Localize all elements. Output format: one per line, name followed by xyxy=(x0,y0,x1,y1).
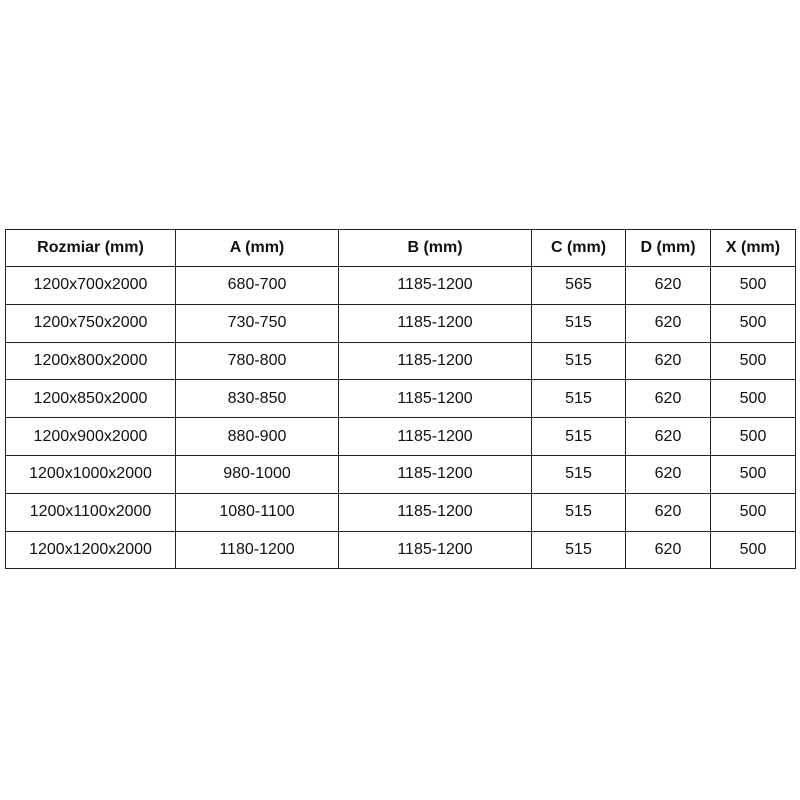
cell-b: 1185-1200 xyxy=(338,379,532,419)
table-row: 1200x1100x2000 1080-1100 1185-1200 515 620 50… xyxy=(5,492,796,532)
cell-c: 515 xyxy=(531,341,626,381)
cell-d: 620 xyxy=(625,379,711,419)
cell-x: 500 xyxy=(710,341,796,381)
header-size: Rozmiar (mm) xyxy=(5,229,176,267)
cell-size: 1200x900x2000 xyxy=(5,417,176,456)
cell-c: 515 xyxy=(531,454,626,494)
cell-b: 1185-1200 xyxy=(338,454,532,494)
cell-x: 500 xyxy=(710,454,796,494)
cell-b: 1185-1200 xyxy=(338,417,532,456)
cell-size: 1200x1000x2000 xyxy=(5,454,176,494)
cell-c: 515 xyxy=(531,492,626,532)
table-body: 1200x700x2000 680-700 1185-1200 565 620 500 12… xyxy=(5,266,796,570)
cell-b: 1185-1200 xyxy=(338,341,532,381)
cell-b: 1185-1200 xyxy=(338,266,532,305)
header-x: X (mm) xyxy=(710,229,796,267)
cell-b: 1185-1200 xyxy=(338,492,532,532)
cell-d: 620 xyxy=(625,303,711,343)
cell-d: 620 xyxy=(625,492,711,532)
cell-x: 500 xyxy=(710,530,796,570)
cell-c: 515 xyxy=(531,417,626,456)
cell-size: 1200x1200x2000 xyxy=(5,530,176,570)
cell-x: 500 xyxy=(710,492,796,532)
table-row: 1200x750x2000 730-750 1185-1200 515 620 500 xyxy=(5,303,796,343)
cell-a: 680-700 xyxy=(175,266,339,305)
header-row: Rozmiar (mm) A (mm) B (mm) C (mm) D (mm)… xyxy=(5,229,796,267)
cell-size: 1200x850x2000 xyxy=(5,379,176,419)
cell-b: 1185-1200 xyxy=(338,530,532,570)
cell-c: 565 xyxy=(531,266,626,305)
cell-a: 830-850 xyxy=(175,379,339,419)
cell-a: 730-750 xyxy=(175,303,339,343)
cell-x: 500 xyxy=(710,379,796,419)
cell-d: 620 xyxy=(625,417,711,456)
table-row: 1200x850x2000 830-850 1185-1200 515 620 500 xyxy=(5,379,796,419)
cell-d: 620 xyxy=(625,454,711,494)
table-row: 1200x1200x2000 1180-1200 1185-1200 515 620 50… xyxy=(5,530,796,570)
cell-size: 1200x1100x2000 xyxy=(5,492,176,532)
cell-c: 515 xyxy=(531,530,626,570)
cell-size: 1200x800x2000 xyxy=(5,341,176,381)
cell-a: 1080-1100 xyxy=(175,492,339,532)
cell-x: 500 xyxy=(710,417,796,456)
cell-a: 780-800 xyxy=(175,341,339,381)
cell-size: 1200x700x2000 xyxy=(5,266,176,305)
table-row: 1200x800x2000 780-800 1185-1200 515 620 500 xyxy=(5,341,796,381)
table-row: 1200x900x2000 880-900 1185-1200 515 620 500 xyxy=(5,417,796,456)
cell-d: 620 xyxy=(625,266,711,305)
cell-c: 515 xyxy=(531,303,626,343)
cell-c: 515 xyxy=(531,379,626,419)
dimensions-table: Rozmiar (mm) A (mm) B (mm) C (mm) D (mm)… xyxy=(5,229,796,570)
table-row: 1200x700x2000 680-700 1185-1200 565 620 500 xyxy=(5,266,796,305)
cell-d: 620 xyxy=(625,530,711,570)
cell-b: 1185-1200 xyxy=(338,303,532,343)
cell-d: 620 xyxy=(625,341,711,381)
cell-size: 1200x750x2000 xyxy=(5,303,176,343)
header-c: C (mm) xyxy=(531,229,626,267)
cell-a: 1180-1200 xyxy=(175,530,339,570)
table-row: 1200x1000x2000 980-1000 1185-1200 515 620 500 xyxy=(5,454,796,494)
cell-x: 500 xyxy=(710,266,796,305)
cell-x: 500 xyxy=(710,303,796,343)
header-b: B (mm) xyxy=(338,229,532,267)
cell-a: 880-900 xyxy=(175,417,339,456)
header-d: D (mm) xyxy=(625,229,711,267)
cell-a: 980-1000 xyxy=(175,454,339,494)
header-a: A (mm) xyxy=(175,229,339,267)
